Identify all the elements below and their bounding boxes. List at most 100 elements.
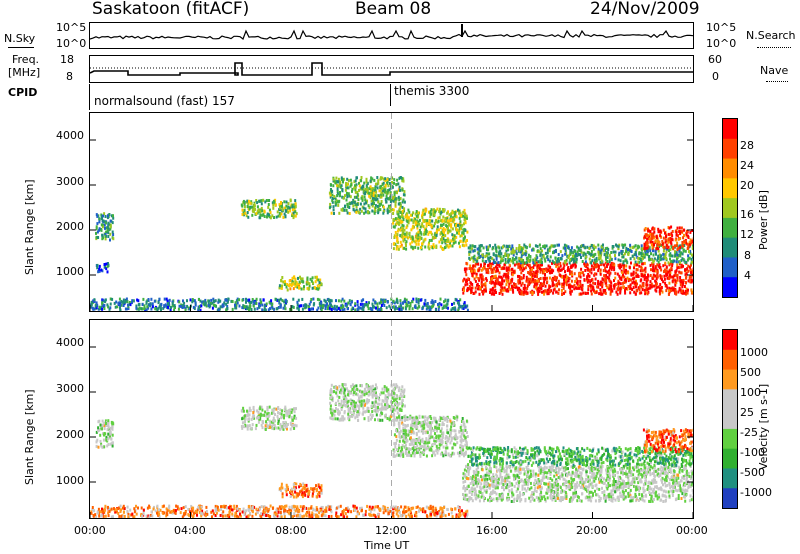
power-cell [357, 210, 360, 214]
power-cell [664, 252, 667, 256]
power-cell [668, 253, 671, 257]
power-cell [657, 254, 660, 258]
power-cell [565, 262, 568, 266]
power-cell [679, 245, 681, 249]
power-cell [682, 236, 685, 240]
power-cell [586, 250, 589, 254]
velocity-cell [330, 510, 333, 514]
power-cell [621, 249, 624, 253]
velocity-cell [263, 510, 266, 514]
power-cell [683, 239, 686, 243]
velocity-cell [101, 419, 104, 423]
power-cell [351, 189, 353, 193]
velocity-cell [397, 507, 400, 510]
power-cell [384, 188, 387, 192]
velocity-cell [292, 504, 295, 508]
power-cell [420, 232, 423, 236]
power-cell [94, 304, 97, 308]
power-cell [594, 282, 597, 286]
velocity-cell [286, 510, 289, 513]
power-cell [588, 257, 591, 261]
velocity-cell [422, 507, 425, 511]
velocity-cell [220, 505, 222, 509]
power-cell [521, 263, 524, 267]
power-cell [674, 279, 677, 283]
power-cell [96, 222, 99, 226]
power-region [461, 261, 695, 296]
power-cell [466, 308, 469, 312]
power-cell [635, 285, 637, 289]
power-cell [316, 297, 319, 301]
velocity-cell [283, 509, 286, 513]
power-cell [576, 281, 578, 285]
power-cell [340, 176, 343, 180]
power-cell [528, 263, 531, 267]
power-cell [391, 181, 393, 184]
power-cell [628, 277, 631, 281]
power-cell [332, 307, 335, 311]
velocity-cell [260, 505, 263, 509]
velocity-cell [330, 505, 333, 509]
velocity-cell [109, 435, 111, 439]
power-cell [415, 210, 418, 213]
power-cell [348, 194, 351, 198]
power-cell [292, 297, 295, 301]
power-cell [437, 304, 440, 308]
power-cell [519, 292, 521, 296]
power-cell [339, 180, 342, 184]
power-cell [404, 232, 407, 236]
power-cell [651, 240, 654, 244]
power-cell [510, 250, 513, 254]
power-cell [507, 248, 510, 252]
velocity-cell [384, 506, 387, 510]
power-cell [536, 249, 539, 253]
power-cell [623, 281, 626, 284]
power-cell [147, 306, 150, 310]
power-cell [455, 235, 458, 239]
power-cell [398, 222, 401, 226]
velocity-cell [403, 505, 406, 509]
velocity-cell [359, 506, 361, 510]
power-cell [331, 305, 334, 309]
velocity-cell [324, 510, 327, 514]
power-cell [321, 304, 324, 308]
velocity-cell [122, 506, 124, 510]
power-cell [636, 268, 639, 272]
power-cell [555, 264, 558, 268]
power-cell [414, 220, 417, 224]
power-cell [186, 304, 189, 308]
power-cell [582, 291, 585, 295]
velocity-cell [133, 515, 136, 519]
power-cell [197, 307, 200, 311]
power-cell [557, 265, 560, 269]
power-cell [474, 286, 477, 290]
power-cell [113, 301, 116, 305]
power-cell [369, 307, 372, 311]
velocity-cell [91, 506, 94, 509]
power-cell [394, 234, 397, 238]
power-cell [104, 298, 107, 302]
power-cell [392, 247, 395, 251]
power-cell [103, 263, 106, 266]
power-cell [464, 228, 467, 232]
power-cell [511, 273, 514, 277]
power-cell [421, 222, 424, 226]
power-cell [552, 269, 555, 273]
power-cell [642, 284, 645, 288]
power-cell [480, 280, 483, 284]
power-cell [599, 260, 602, 264]
power-cell [676, 257, 678, 261]
power-cell [496, 266, 499, 270]
power-cell [95, 213, 98, 217]
power-cell [652, 227, 655, 231]
velocity-cell [312, 508, 315, 511]
power-cell [276, 210, 279, 214]
power-cell [283, 283, 286, 286]
power-cell [360, 209, 363, 213]
power-cell [429, 230, 432, 234]
power-cell [449, 229, 452, 233]
power-cell [359, 207, 362, 211]
power-cell [446, 211, 449, 215]
power-cell [572, 254, 574, 258]
power-cell [412, 239, 415, 243]
